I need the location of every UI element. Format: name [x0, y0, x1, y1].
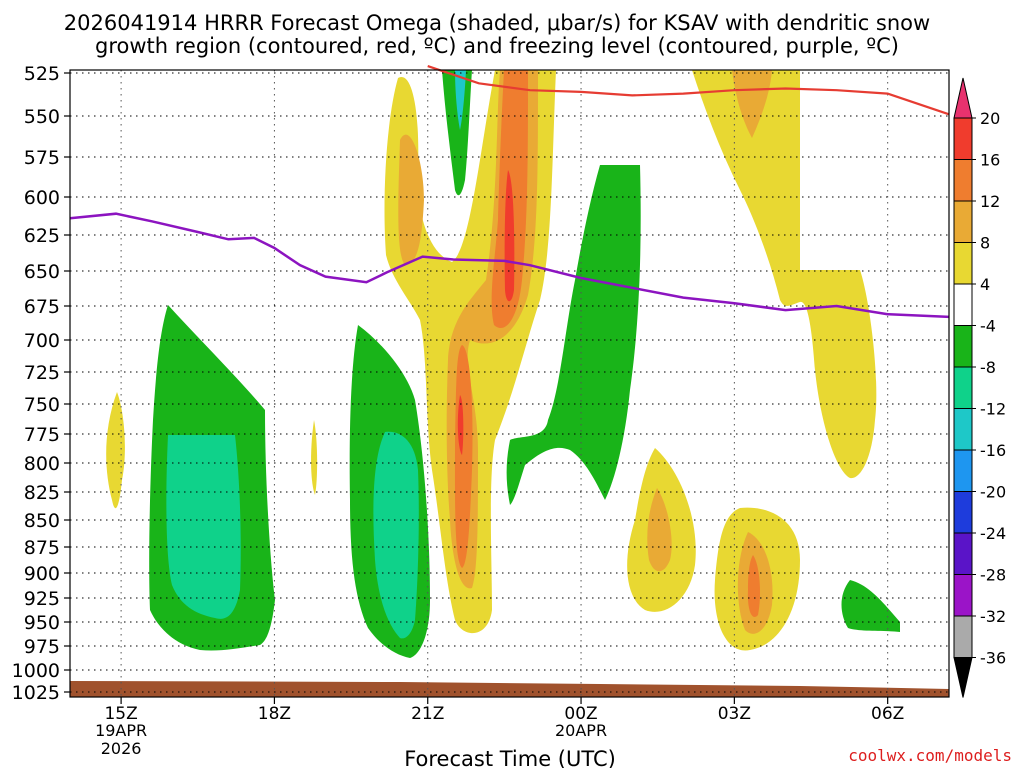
- y-tick-label: 600: [24, 187, 60, 209]
- x-tick-label: 15Z: [104, 704, 137, 724]
- colorbar-cap-top: [953, 77, 973, 119]
- x-tick-label: 00Z: [564, 704, 597, 724]
- chart-title-line2: growth region (contoured, red, ºC) and f…: [95, 34, 899, 58]
- omega-positive-central-16: [504, 170, 515, 302]
- omega-positive-lower-2-12: [747, 555, 761, 618]
- y-axis: 525 550 575 600 625 650 675 700 725 750 775 800 825 8…: [12, 63, 70, 704]
- y-tick-label: 700: [24, 330, 60, 352]
- omega-negative-top: [442, 70, 472, 196]
- y-tick-label: 875: [24, 537, 60, 559]
- colorbar-swatch: [953, 366, 973, 409]
- grid-lines: [70, 70, 949, 697]
- y-tick-label: 725: [24, 362, 60, 384]
- omega-positive-lower-1-8: [647, 488, 672, 572]
- y-tick-label: 525: [24, 63, 60, 85]
- colorbar-swatch: [953, 491, 973, 534]
- colorbar-swatch: [953, 159, 973, 202]
- omega-negative-mid-12: [373, 431, 419, 639]
- colorbar-swatch: [953, 449, 973, 492]
- x-tick-label: 06Z: [871, 704, 904, 724]
- colorbar: 20 16 12 8 4 -4 -8 -12 -16 -20 -24 -28 -32 -36: [953, 77, 1006, 698]
- colorbar-label: 12: [980, 192, 1000, 211]
- x-tick-label: 03Z: [718, 704, 751, 724]
- y-tick-label: 675: [24, 296, 60, 318]
- y-tick-label: 1000: [12, 660, 60, 682]
- x-tick-year: 2026: [101, 739, 142, 758]
- colorbar-swatch: [953, 574, 973, 617]
- omega-positive-small-2: [311, 420, 318, 495]
- colorbar-label: -20: [980, 483, 1006, 502]
- omega-positive-central-16b: [457, 395, 464, 455]
- x-tick-label: 18Z: [258, 704, 291, 724]
- colorbar-label: -24: [980, 524, 1006, 543]
- colorbar-label: 4: [980, 275, 990, 294]
- y-tick-label: 1025: [12, 682, 60, 704]
- omega-negative-bottom-right: [841, 580, 900, 632]
- y-tick-label: 750: [24, 394, 60, 416]
- colorbar-label: 20: [980, 109, 1000, 128]
- colorbar-label: -28: [980, 566, 1006, 585]
- y-tick-label: 950: [24, 612, 60, 634]
- colorbar-swatch: [953, 117, 973, 160]
- colorbar-swatch: [953, 532, 973, 575]
- dgz-top-line: [427, 65, 950, 116]
- colorbar-swatch: [953, 408, 973, 451]
- omega-positive-small-1: [106, 392, 125, 509]
- y-tick-label: 625: [24, 225, 60, 247]
- colorbar-label: -16: [980, 441, 1006, 460]
- y-tick-label: 575: [24, 147, 60, 169]
- colorbar-label: 16: [980, 151, 1000, 170]
- colorbar-label: 8: [980, 234, 990, 253]
- y-tick-label: 850: [24, 510, 60, 532]
- colorbar-label: -8: [980, 358, 996, 377]
- colorbar-swatch: [953, 325, 973, 368]
- terrain-strip: [70, 681, 949, 697]
- y-tick-label: 975: [24, 636, 60, 658]
- y-tick-label: 925: [24, 588, 60, 610]
- colorbar-label: -4: [980, 317, 996, 336]
- x-tick-date: 20APR: [555, 721, 607, 740]
- omega-positive-upper-right: [692, 70, 877, 479]
- colorbar-swatch: [953, 242, 973, 285]
- plot-area: [70, 70, 949, 697]
- omega-negative-top-12: [455, 70, 466, 130]
- colorbar-label: -12: [980, 400, 1006, 419]
- chart-title-line1: 2026041914 HRRR Forecast Omega (shaded, …: [64, 11, 930, 35]
- credit-text: coolwx.com/models: [848, 746, 1012, 765]
- y-tick-label: 900: [24, 563, 60, 585]
- omega-positive-central-8: [398, 134, 424, 265]
- y-tick-label: 550: [24, 106, 60, 128]
- colorbar-label: -36: [980, 649, 1006, 668]
- colorbar-cap-bottom: [953, 657, 973, 698]
- x-tick-date: 19APR: [95, 721, 147, 740]
- y-tick-label: 775: [24, 424, 60, 446]
- plot-frame: [69, 69, 950, 698]
- colorbar-swatch: [953, 615, 973, 658]
- omega-negative-center: [506, 165, 641, 505]
- colorbar-swatch: [953, 283, 973, 326]
- colorbar-swatch: [953, 200, 973, 243]
- colorbar-label: -32: [980, 607, 1006, 626]
- y-tick-label: 650: [24, 261, 60, 283]
- omega-negative-left-12: [166, 435, 241, 619]
- omega-positive-upper-right-8: [732, 70, 772, 138]
- y-tick-label: 825: [24, 482, 60, 504]
- x-axis-title: Forecast Time (UTC): [404, 747, 616, 768]
- freezing-level-line: [69, 212, 950, 319]
- y-tick-label: 800: [24, 453, 60, 475]
- x-tick-label: 21Z: [411, 704, 444, 724]
